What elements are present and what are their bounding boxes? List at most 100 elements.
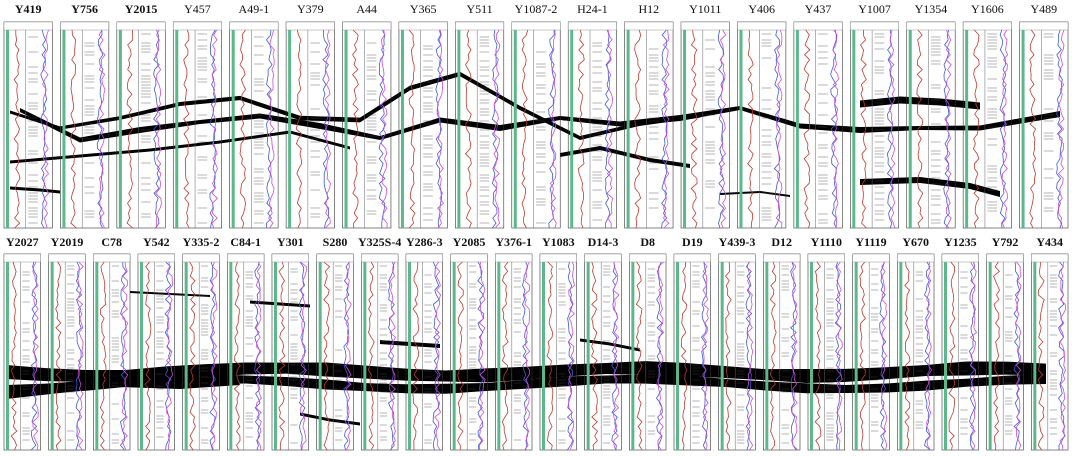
sp-curve xyxy=(577,29,585,229)
sp-curve xyxy=(803,29,811,229)
resistivity-curve xyxy=(75,261,83,451)
log-header xyxy=(229,21,279,31)
log-header xyxy=(850,21,899,31)
ac-curve xyxy=(155,29,162,229)
well-name-label: Y1235 xyxy=(944,235,977,249)
ac-curve xyxy=(791,261,799,451)
log-header xyxy=(962,21,1012,31)
gr-track xyxy=(626,30,630,228)
ac-curve xyxy=(268,29,275,229)
well-name-label: Y1119 xyxy=(855,235,886,249)
gr-track xyxy=(288,30,292,228)
gr-track xyxy=(908,30,912,228)
sand-body xyxy=(10,130,350,164)
log-header xyxy=(93,253,131,263)
gr-track xyxy=(400,30,404,228)
ac-curve xyxy=(523,261,531,451)
resistivity-curve xyxy=(378,29,386,229)
log-header xyxy=(680,21,730,31)
log-header xyxy=(624,21,674,31)
ac-curve xyxy=(702,261,709,451)
gr-track xyxy=(452,262,456,450)
log-header xyxy=(807,253,845,263)
well-name-label: Y2015 xyxy=(125,2,158,16)
gr-track xyxy=(344,30,348,228)
log-header xyxy=(763,253,801,263)
ac-curve xyxy=(76,261,84,451)
gr-track xyxy=(229,262,233,450)
ac-curve xyxy=(881,261,888,451)
gr-track xyxy=(810,262,813,450)
lithology-column xyxy=(141,33,151,218)
log-header xyxy=(495,253,533,263)
sp-curve xyxy=(546,261,554,451)
sp-curve xyxy=(972,29,980,229)
ac-curve xyxy=(210,261,218,451)
ac-curve xyxy=(166,261,173,450)
sp-curve xyxy=(814,261,822,451)
resistivity-curve xyxy=(566,261,574,451)
well-column: A49-1 xyxy=(229,2,279,229)
sp-curve xyxy=(501,261,509,451)
log-header xyxy=(316,253,354,263)
lithology-column xyxy=(245,271,253,438)
well-name-label: Y301 xyxy=(277,235,304,249)
well-column: Y756 xyxy=(60,2,110,229)
well-name-label: Y379 xyxy=(297,2,324,16)
resistivity-curve xyxy=(717,29,725,229)
lithology-column xyxy=(692,265,700,444)
sp-curve xyxy=(769,261,777,451)
gr-track xyxy=(318,262,322,450)
resistivity-curve xyxy=(611,261,618,451)
lithology-column xyxy=(603,265,611,444)
lithology-column xyxy=(1005,274,1013,435)
log-header xyxy=(398,21,448,31)
sp-curve xyxy=(367,261,375,451)
ac-curve xyxy=(945,29,952,229)
sp-curve xyxy=(189,261,196,451)
sp-curve xyxy=(412,261,420,451)
well-column: A44 xyxy=(342,2,392,229)
sp-curve xyxy=(591,261,599,451)
resistivity-curve xyxy=(924,261,931,451)
resistivity-curve xyxy=(30,261,38,451)
gr-track xyxy=(795,30,799,228)
well-column: Y792 xyxy=(986,235,1024,451)
well-column: Y1354 xyxy=(906,2,956,229)
gr-track xyxy=(363,262,367,450)
well-name-label: Y406 xyxy=(748,2,775,16)
lithology-column xyxy=(335,265,343,441)
resistivity-curve xyxy=(999,29,1007,229)
resistivity-curve xyxy=(773,29,781,229)
log-header xyxy=(793,21,843,31)
ac-curve xyxy=(1001,29,1009,229)
lithology-column xyxy=(705,39,715,209)
well-name-label: Y457 xyxy=(184,2,211,16)
well-name-label: Y2085 xyxy=(453,235,486,249)
well-column: Y489 xyxy=(1019,2,1069,229)
sp-curve xyxy=(634,29,642,229)
ac-curve xyxy=(832,29,839,229)
sand-body xyxy=(130,291,210,297)
resistivity-curve xyxy=(491,29,499,229)
lithology-column xyxy=(558,268,566,444)
ac-curve xyxy=(380,29,388,229)
well-name-label: Y489 xyxy=(1030,2,1057,16)
resistivity-curve xyxy=(661,29,668,229)
gr-track xyxy=(944,262,947,450)
well-column: Y457 xyxy=(172,2,222,229)
well-column: Y1011 xyxy=(680,2,730,229)
log-header xyxy=(511,21,561,31)
well-name-label: D8 xyxy=(640,235,655,249)
log-header xyxy=(897,253,935,263)
lithology-column xyxy=(424,274,432,444)
sp-curve xyxy=(239,29,247,229)
well-name-label: C78 xyxy=(101,235,122,249)
ac-curve xyxy=(121,261,129,451)
well-name-label: Y542 xyxy=(143,235,170,249)
resistivity-curve xyxy=(830,29,837,229)
gr-track xyxy=(95,262,99,450)
log-track-frame xyxy=(718,253,756,451)
ac-curve xyxy=(549,29,557,229)
gr-track xyxy=(1033,262,1037,450)
